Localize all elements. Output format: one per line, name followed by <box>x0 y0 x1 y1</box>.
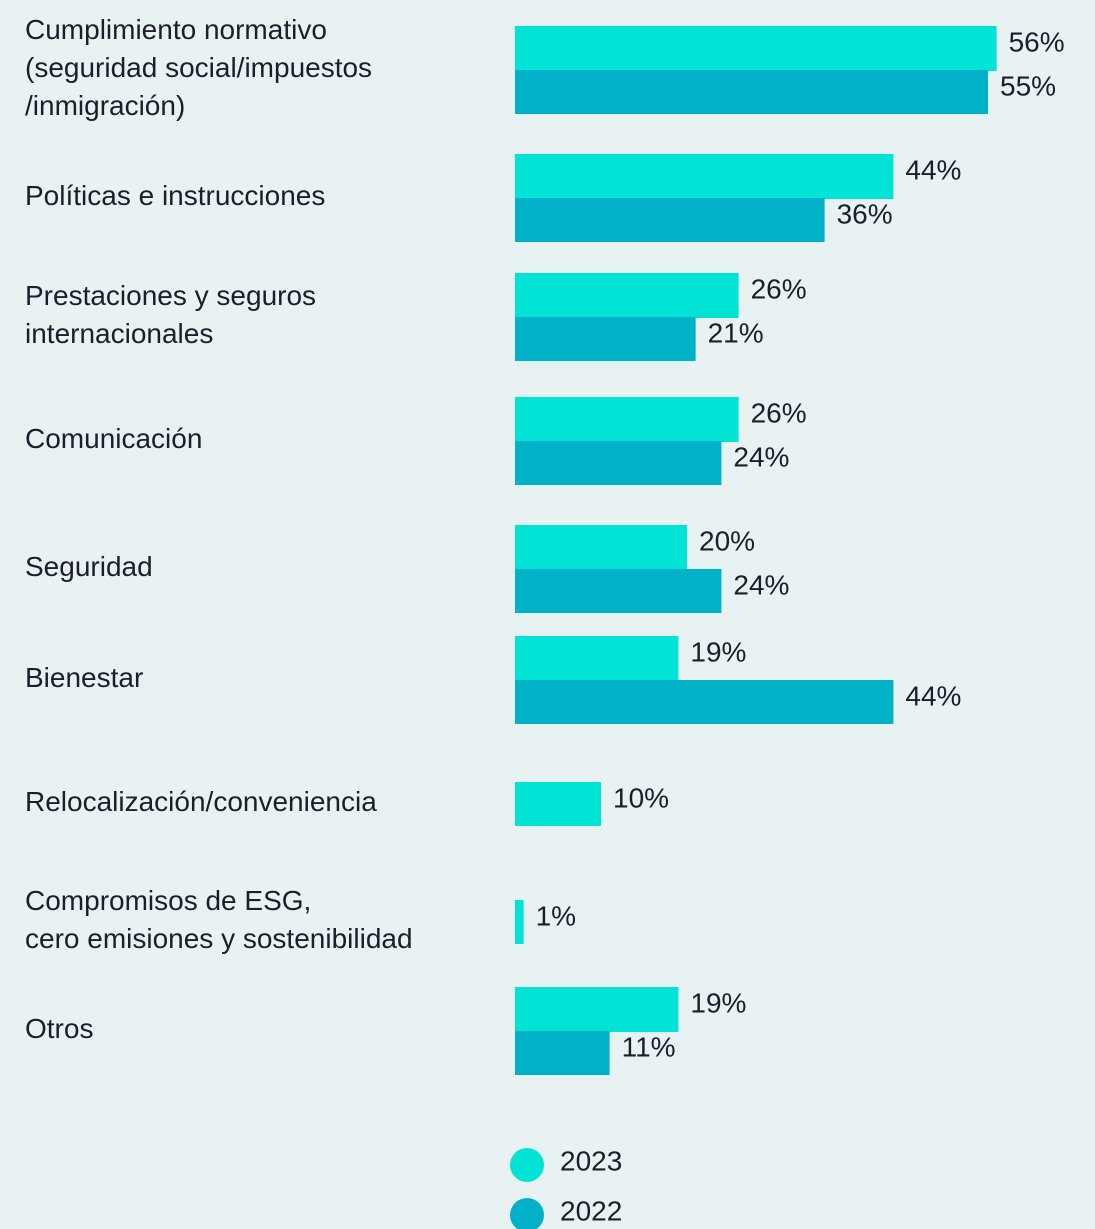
value-label: 44% <box>905 154 961 185</box>
category-label: Comunicación <box>25 423 202 454</box>
category-label: Prestaciones y seguros internacionales <box>25 280 316 349</box>
legend-swatch <box>510 1198 544 1229</box>
value-label: 26% <box>751 397 807 428</box>
category-label: Relocalización/conveniencia <box>25 786 377 817</box>
value-label: 44% <box>905 680 961 711</box>
value-label: 10% <box>613 782 669 813</box>
category-label: Políticas e instrucciones <box>25 180 325 211</box>
bar <box>515 782 601 826</box>
bar <box>515 154 894 199</box>
value-label: 55% <box>1000 70 1056 101</box>
bar <box>515 680 894 724</box>
value-label: 11% <box>622 1031 676 1062</box>
bar <box>515 441 722 485</box>
value-label: 56% <box>1009 26 1065 57</box>
category-label: Otros <box>25 1013 93 1044</box>
category-label: Compromisos de ESG, cero emisiones y sost… <box>25 885 413 954</box>
value-label: 26% <box>751 273 807 304</box>
value-label: 20% <box>699 525 755 556</box>
bar <box>515 397 739 442</box>
bar <box>515 26 997 71</box>
value-label: 24% <box>733 441 789 472</box>
bar <box>515 1031 610 1075</box>
legend-label: 2023 <box>560 1145 622 1176</box>
legend-swatch <box>510 1148 544 1182</box>
bar <box>515 273 739 318</box>
bar <box>515 198 825 242</box>
value-label: 24% <box>733 569 789 600</box>
bar <box>515 70 988 114</box>
category-label: Seguridad <box>25 551 153 582</box>
bar <box>515 636 679 681</box>
bar <box>515 900 524 944</box>
bar <box>515 525 687 570</box>
bar <box>515 569 722 613</box>
category-label: Cumplimiento normativo (seguridad social/… <box>25 14 372 121</box>
bar <box>515 317 696 361</box>
bar <box>515 987 679 1032</box>
value-label: 19% <box>690 636 746 667</box>
value-label: 36% <box>837 198 893 229</box>
category-label: Bienestar <box>25 662 143 693</box>
value-label: 1% <box>536 900 576 931</box>
legend-label: 2022 <box>560 1195 622 1226</box>
value-label: 19% <box>690 987 746 1018</box>
value-label: 21% <box>708 317 764 348</box>
